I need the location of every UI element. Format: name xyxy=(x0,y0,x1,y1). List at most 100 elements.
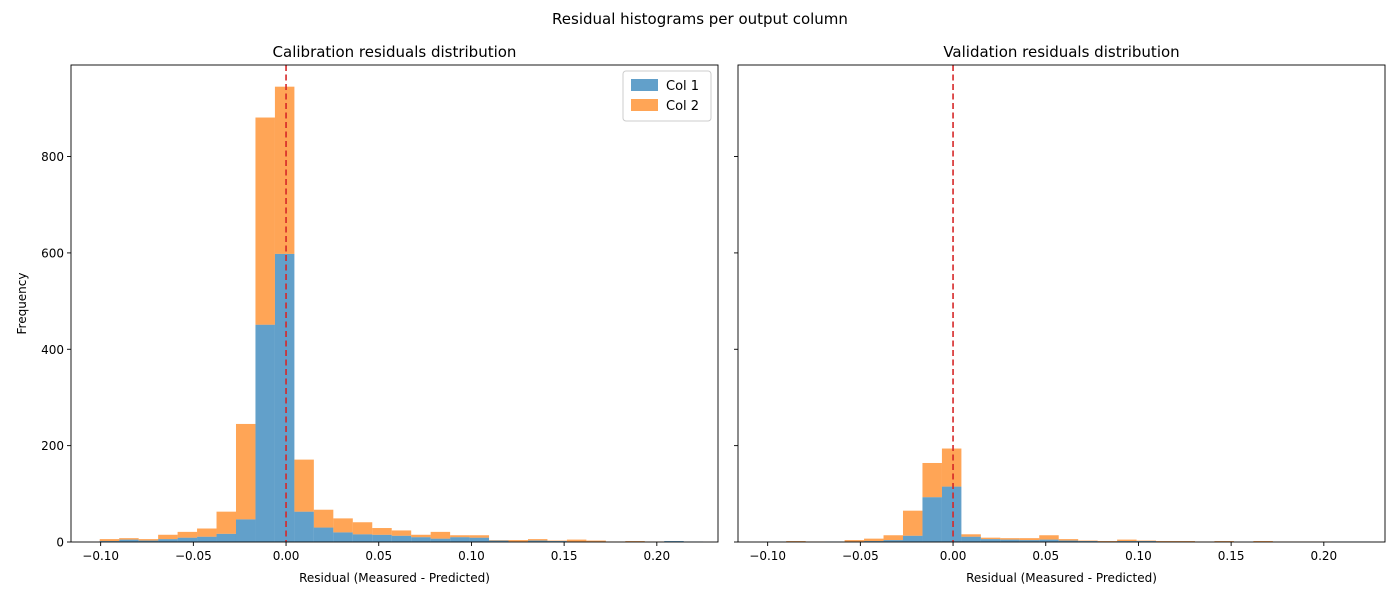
validation-bar-2-6 xyxy=(883,535,903,541)
calibration-bar-1-18 xyxy=(450,537,470,542)
calibration-xtick-label: 0.20 xyxy=(643,549,670,563)
calibration-bar-2-17 xyxy=(430,531,451,539)
calibration-bar-2-10 xyxy=(294,459,314,512)
calibration-bar-1-10 xyxy=(294,511,314,542)
validation-series-1 xyxy=(766,486,1371,542)
validation-bar-2-13 xyxy=(1019,538,1040,541)
validation-bar-1-18 xyxy=(1117,541,1137,542)
calibration-xtick-label: 0.00 xyxy=(273,549,300,563)
validation-axes-frame xyxy=(737,64,1386,543)
calibration-bar-1-0 xyxy=(99,541,120,542)
validation-bar-2-7 xyxy=(902,510,923,536)
calibration-panel: −0.10 −0.05 0.00 0.05 0.10 0.15 0.20 0 200 400 600… xyxy=(15,43,719,585)
calibration-bar-2-25 xyxy=(586,540,606,542)
validation-xtick-label: 0.10 xyxy=(1125,549,1152,563)
calibration-bar-1-12 xyxy=(333,532,353,542)
calibration-bar-2-14 xyxy=(372,528,392,535)
legend-label-2: Col 2 xyxy=(666,99,699,114)
calibration-series-1 xyxy=(99,253,704,542)
validation-bar-2-8 xyxy=(922,462,942,498)
calibration-bar-1-5 xyxy=(197,536,217,542)
calibration-bar-1-9 xyxy=(274,253,295,542)
validation-bar-1-14 xyxy=(1039,539,1059,542)
validation-bar-1-8 xyxy=(922,497,942,542)
calibration-ytick-label: 0 xyxy=(56,536,64,550)
validation-bar-2-11 xyxy=(980,537,1001,540)
validation-bar-2-4 xyxy=(844,540,865,542)
calibration-series-2 xyxy=(99,86,665,542)
calibration-bar-1-17 xyxy=(430,538,451,542)
calibration-xtick-label: −0.10 xyxy=(82,549,119,563)
validation-xtick-label: 0.15 xyxy=(1218,549,1245,563)
calibration-bar-1-22 xyxy=(527,540,548,542)
validation-bar-2-5 xyxy=(864,538,884,542)
calibration-bar-1-7 xyxy=(235,519,256,542)
calibration-bar-2-13 xyxy=(352,522,373,535)
validation-xtick-label: 0.00 xyxy=(940,549,967,563)
validation-bar-1-19 xyxy=(1136,541,1157,542)
calibration-legend: Col 1 Col 2 xyxy=(622,70,712,122)
validation-bar-2-14 xyxy=(1039,535,1059,540)
validation-xtick-label: 0.05 xyxy=(1032,549,1059,563)
calibration-bar-2-4 xyxy=(177,531,198,538)
calibration-bar-1-15 xyxy=(391,535,412,542)
calibration-bar-2-3 xyxy=(158,534,178,540)
calibration-bar-1-4 xyxy=(177,537,198,542)
calibration-bar-1-3 xyxy=(158,539,178,542)
validation-xtick-label: −0.05 xyxy=(842,549,879,563)
validation-bar-1-9 xyxy=(941,486,962,542)
validation-bar-1-5 xyxy=(864,541,884,542)
calibration-bar-2-7 xyxy=(235,423,256,520)
calibration-xlabel: Residual (Measured - Predicted) xyxy=(299,571,490,585)
calibration-bar-1-14 xyxy=(372,534,392,542)
validation-bar-1-16 xyxy=(1078,541,1098,542)
calibration-bar-2-16 xyxy=(411,534,431,538)
calibration-axes-frame xyxy=(70,64,719,543)
calibration-xtick-label: 0.10 xyxy=(458,549,485,563)
calibration-bar-1-13 xyxy=(352,534,373,542)
validation-xtick-label: −0.10 xyxy=(749,549,786,563)
figure-suptitle: Residual histograms per output column xyxy=(552,10,848,28)
validation-bar-1-6 xyxy=(883,540,903,542)
calibration-bar-2-19 xyxy=(469,535,490,538)
legend-label-1: Col 1 xyxy=(666,79,699,94)
calibration-bar-1-20 xyxy=(489,540,509,542)
validation-bar-2-12 xyxy=(1000,538,1020,540)
calibration-ytick-label: 400 xyxy=(41,343,64,357)
calibration-bar-1-6 xyxy=(216,533,236,542)
calibration-ytick-label: 200 xyxy=(41,439,64,453)
calibration-bar-1-19 xyxy=(469,537,490,542)
calibration-title: Calibration residuals distribution xyxy=(273,43,517,61)
validation-bar-1-13 xyxy=(1019,540,1040,542)
validation-xlabel: Residual (Measured - Predicted) xyxy=(966,571,1157,585)
calibration-bar-2-18 xyxy=(450,535,470,538)
validation-bar-2-18 xyxy=(1117,539,1137,542)
calibration-bar-2-15 xyxy=(391,530,412,536)
calibration-bar-2-8 xyxy=(255,117,275,325)
validation-bar-1-12 xyxy=(1000,539,1020,542)
legend-swatch-1 xyxy=(631,79,658,91)
calibration-bar-2-24 xyxy=(566,539,587,542)
calibration-bar-1-8 xyxy=(255,324,275,542)
calibration-bar-2-6 xyxy=(216,511,236,534)
validation-bar-1-10 xyxy=(961,536,981,542)
calibration-bar-1-1 xyxy=(119,539,139,542)
calibration-xtick-label: 0.05 xyxy=(365,549,392,563)
validation-series-2 xyxy=(786,448,1332,542)
validation-bar-2-10 xyxy=(961,534,981,537)
calibration-bar-2-0 xyxy=(99,539,120,542)
validation-bar-1-15 xyxy=(1058,540,1079,542)
calibration-bar-1-16 xyxy=(411,537,431,542)
validation-bar-2-9 xyxy=(941,448,962,487)
validation-panel: −0.10 −0.05 0.00 0.05 0.10 0.15 0.20 Validation… xyxy=(734,43,1386,585)
calibration-bar-1-29 xyxy=(664,541,684,542)
calibration-bar-2-11 xyxy=(313,509,334,528)
calibration-bar-2-1 xyxy=(119,538,139,540)
validation-bar-2-15 xyxy=(1058,539,1079,541)
validation-xtick-label: 0.20 xyxy=(1310,549,1337,563)
calibration-ylabel: Frequency xyxy=(15,273,29,335)
validation-title: Validation residuals distribution xyxy=(943,43,1179,61)
calibration-bar-2-2 xyxy=(138,539,159,541)
calibration-bar-2-22 xyxy=(527,539,548,541)
